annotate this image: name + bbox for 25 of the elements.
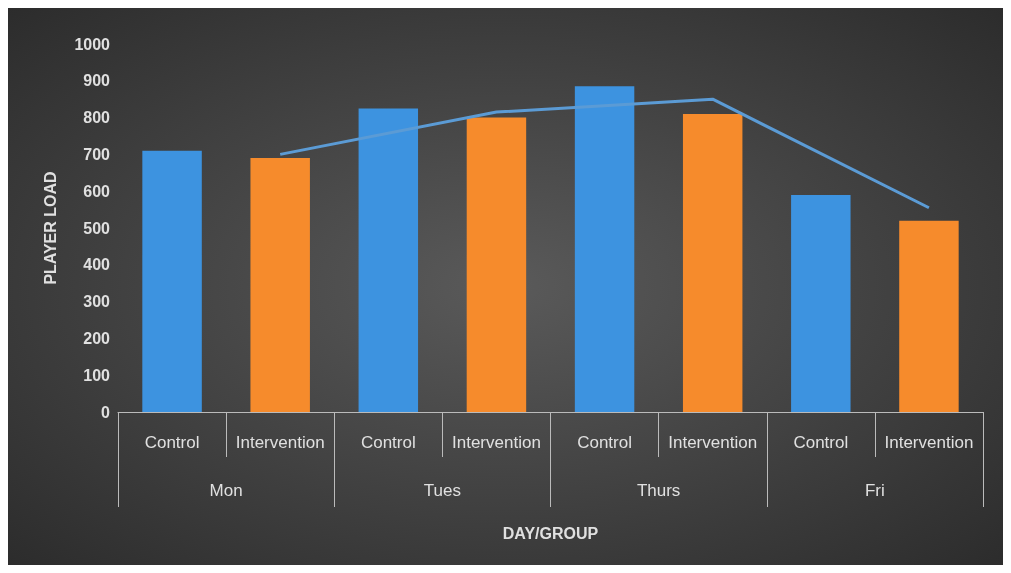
- y-axis-title: PLAYER LOAD: [41, 171, 59, 285]
- x-tick-label: Control: [360, 433, 416, 452]
- y-tick-label: 300: [83, 293, 111, 311]
- text: Tues: [423, 481, 461, 500]
- y-tick-label: 900: [83, 72, 111, 90]
- x-tick-label: Control: [793, 433, 849, 452]
- x-tick-label: Intervention: [884, 433, 974, 452]
- y-tick-label: 800: [83, 109, 111, 127]
- x-tick-label: Control: [577, 433, 632, 452]
- y-tick-label: 600: [83, 182, 111, 200]
- y-tick-label: 500: [83, 219, 111, 237]
- x-axis-title: DAY/GROUP: [502, 524, 599, 542]
- text: Thurs: [636, 481, 681, 500]
- y-tick-label: 100: [83, 366, 111, 384]
- y-tick-label: 0: [101, 403, 111, 421]
- x-tick-label: Control: [144, 433, 200, 452]
- text: Fri: [864, 481, 885, 500]
- x-tick-label: Intervention: [452, 433, 541, 452]
- y-tick-label: 400: [83, 256, 111, 274]
- y-tick-label: 200: [83, 329, 111, 347]
- x-tick-label: Intervention: [668, 433, 758, 452]
- y-tick-label: 1000: [74, 35, 111, 53]
- x-tick-label: Intervention: [235, 433, 325, 452]
- y-tick-label: 700: [83, 145, 111, 163]
- text: Mon: [209, 481, 243, 500]
